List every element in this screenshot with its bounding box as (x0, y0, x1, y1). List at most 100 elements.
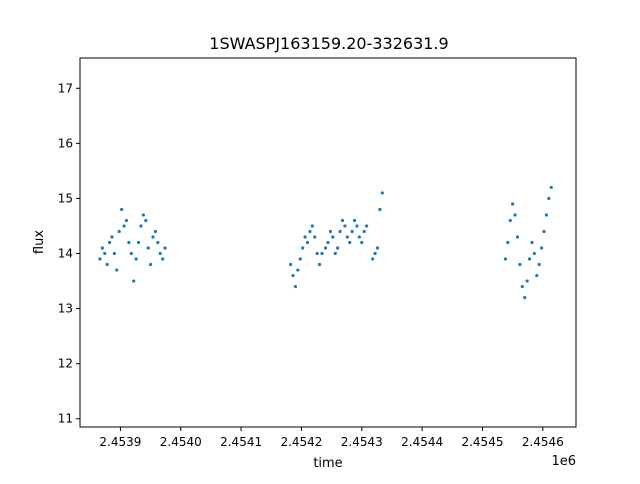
data-point (340, 218, 345, 223)
data-point (338, 229, 342, 234)
data-point (296, 268, 300, 272)
scatter-points (98, 185, 553, 300)
x-axis-offset-label: 1e6 (551, 454, 576, 469)
data-point (144, 218, 148, 223)
x-tick-label: 2.4544 (401, 435, 443, 449)
data-point (343, 224, 347, 228)
y-tick-label: 14 (58, 247, 73, 261)
data-point (124, 218, 129, 223)
data-point (305, 240, 310, 245)
data-point (380, 191, 384, 195)
data-point (549, 185, 553, 190)
data-point (136, 240, 141, 245)
data-point (328, 229, 333, 234)
x-tick-label: 2.4545 (461, 435, 503, 449)
data-point (122, 224, 126, 228)
data-point (323, 246, 328, 250)
data-point (158, 251, 162, 256)
data-point (331, 235, 335, 239)
data-point (515, 235, 520, 239)
data-point (352, 218, 357, 223)
data-point (149, 262, 153, 267)
y-axis-ticks: 11 12 13 14 15 16 17 (58, 81, 80, 426)
data-point (120, 207, 124, 212)
y-tick-label: 11 (58, 412, 73, 426)
data-point (375, 246, 380, 250)
data-point (320, 251, 324, 256)
data-point (540, 246, 544, 250)
data-point (141, 213, 145, 217)
y-axis-label: flux (32, 230, 47, 254)
data-point (336, 246, 340, 250)
data-point (298, 257, 302, 261)
data-point (365, 224, 369, 228)
data-point (310, 224, 314, 228)
x-tick-label: 2.4539 (99, 435, 141, 449)
data-point (163, 246, 167, 250)
data-point (373, 251, 377, 256)
data-point (511, 202, 515, 206)
x-tick-label: 2.4541 (220, 435, 262, 449)
y-tick-label: 16 (58, 136, 73, 150)
data-point (537, 262, 541, 267)
data-point (357, 235, 361, 239)
data-point (134, 257, 138, 261)
y-tick-label: 13 (58, 302, 73, 316)
data-point (301, 246, 305, 250)
data-point (520, 284, 524, 289)
data-point (107, 240, 112, 245)
x-axis-ticks: 2.4539 2.4540 2.4541 2.4542 2.4543 2.4544 2.45… (99, 427, 564, 449)
data-point (317, 262, 322, 267)
x-tick-label: 2.4543 (341, 435, 383, 449)
data-point (360, 240, 364, 245)
data-point (103, 251, 107, 256)
data-point (503, 257, 507, 261)
chart-title: 1SWASPJ163159.20-332631.9 (209, 34, 448, 53)
data-point (161, 257, 165, 261)
data-point (303, 235, 307, 239)
data-point (333, 251, 337, 256)
data-point (151, 235, 155, 239)
data-point (530, 240, 534, 245)
y-tick-label: 17 (58, 81, 73, 95)
data-point (127, 240, 131, 245)
data-point (362, 229, 366, 234)
y-tick-label: 15 (58, 191, 73, 205)
data-point (542, 229, 546, 234)
data-point (146, 246, 150, 250)
data-point (506, 240, 510, 245)
data-point (532, 251, 536, 256)
data-point (544, 213, 549, 217)
data-point (132, 279, 136, 283)
data-point (345, 235, 349, 239)
data-point (308, 229, 312, 234)
data-point (153, 229, 158, 234)
data-point (355, 224, 359, 228)
data-point (110, 235, 114, 239)
x-tick-label: 2.4542 (280, 435, 322, 449)
data-point (350, 229, 354, 234)
data-point (513, 213, 517, 217)
data-point (293, 284, 298, 289)
data-point (518, 262, 522, 267)
data-point (288, 262, 293, 267)
x-tick-label: 2.4540 (160, 435, 202, 449)
data-point (117, 229, 121, 234)
data-point (508, 218, 512, 223)
data-point (291, 273, 295, 278)
data-point (371, 257, 375, 261)
data-point (100, 246, 104, 250)
data-point (315, 251, 319, 256)
data-point (98, 257, 102, 261)
data-point (156, 240, 160, 245)
data-point (139, 224, 143, 228)
data-point (525, 279, 529, 283)
data-point (129, 251, 133, 256)
plot-area-frame (79, 57, 577, 428)
x-tick-label: 2.4546 (522, 435, 564, 449)
data-point (313, 235, 317, 239)
data-point (326, 240, 330, 245)
data-point (105, 262, 109, 267)
data-point (115, 268, 119, 272)
